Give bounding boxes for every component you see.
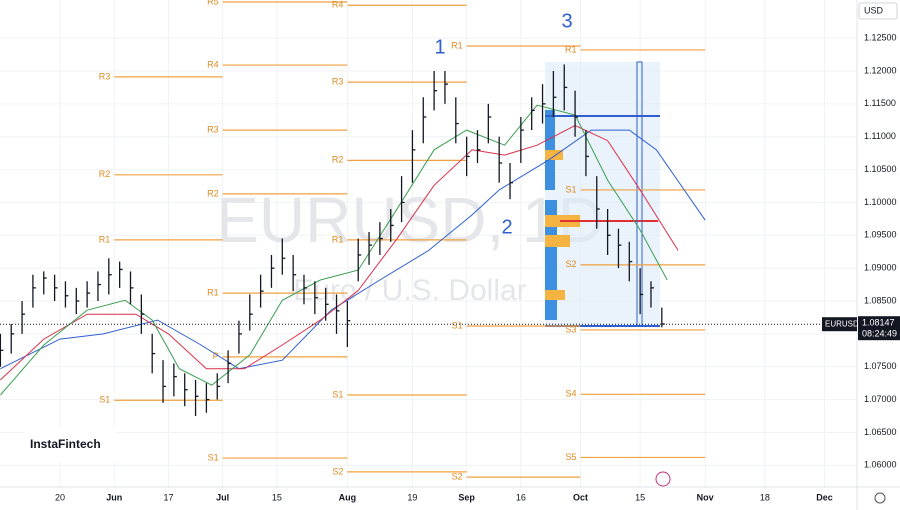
pivot-label: S2 bbox=[565, 259, 576, 269]
profile-bar bbox=[545, 290, 565, 300]
brand: InstaFintech bbox=[30, 437, 101, 451]
y-tick-label: 1.10000 bbox=[864, 197, 897, 207]
x-tick-label: Sep bbox=[458, 492, 475, 502]
x-tick-label: Jun bbox=[106, 492, 122, 502]
pivot-label: R4 bbox=[207, 59, 219, 69]
x-tick-label: Aug bbox=[339, 492, 357, 502]
profile-bar bbox=[545, 150, 563, 160]
pivot-label: S1 bbox=[99, 395, 110, 405]
x-tick-label: Dec bbox=[816, 492, 833, 502]
annotation: 2 bbox=[501, 216, 512, 238]
y-tick-label: 1.07000 bbox=[864, 394, 897, 404]
y-tick-label: 1.12500 bbox=[864, 32, 897, 42]
profile-bar bbox=[545, 235, 570, 247]
countdown: 08:24:49 bbox=[862, 329, 897, 339]
x-tick-label: 17 bbox=[163, 492, 173, 502]
y-tick-label: 1.09000 bbox=[864, 263, 897, 273]
pivot-label: R2 bbox=[99, 169, 111, 179]
annotation: 1 bbox=[434, 36, 445, 58]
y-tick-label: 1.11500 bbox=[864, 98, 896, 108]
y-tick-label: 1.12000 bbox=[864, 65, 897, 75]
volume-profile bbox=[545, 61, 660, 327]
x-tick-label: 20 bbox=[55, 492, 65, 502]
pivot-label: R4 bbox=[332, 0, 344, 10]
moving-average bbox=[0, 104, 668, 396]
pivot-label: R5 bbox=[207, 0, 219, 6]
y-tick-label: 1.10500 bbox=[864, 164, 897, 174]
y-tick-label: 1.07500 bbox=[864, 361, 897, 371]
grid bbox=[0, 0, 857, 487]
pivot-label: R2 bbox=[207, 188, 219, 198]
alert-icon[interactable] bbox=[655, 471, 671, 487]
pivot-label: S5 bbox=[565, 452, 576, 462]
x-tick-label: Nov bbox=[697, 492, 714, 502]
x-tick-label: 15 bbox=[272, 492, 282, 502]
pivot-label: S1 bbox=[208, 452, 219, 462]
pivot-label: R1 bbox=[99, 234, 111, 244]
annotation: 3 bbox=[561, 10, 572, 32]
y-tick-label: 1.11000 bbox=[864, 131, 896, 141]
y-tick-label: 1.09500 bbox=[864, 230, 897, 240]
x-tick-label: 18 bbox=[760, 492, 770, 502]
x-tick-label: 19 bbox=[407, 492, 417, 502]
pivot-label: S1 bbox=[452, 320, 463, 330]
brand-box bbox=[24, 428, 116, 462]
pivot-label: P bbox=[213, 351, 219, 361]
pivot-label: S2 bbox=[332, 466, 343, 476]
pivot-label: R3 bbox=[99, 71, 111, 81]
pivot-label: S1 bbox=[565, 184, 576, 194]
x-tick-label: 15 bbox=[635, 492, 645, 502]
x-tick-label: Oct bbox=[573, 492, 588, 502]
pivot-label: R1 bbox=[207, 287, 219, 297]
pivot-label: R3 bbox=[332, 77, 344, 87]
price-tag bbox=[858, 316, 900, 341]
pivot-label: S2 bbox=[452, 472, 463, 482]
pivot-label: S3 bbox=[565, 324, 576, 334]
symbol: EURUSD bbox=[825, 319, 859, 328]
pivot-label: R3 bbox=[207, 125, 219, 135]
settings-icon[interactable] bbox=[874, 492, 886, 504]
watermark-subtitle: Euro / U.S. Dollar bbox=[293, 274, 526, 307]
x-tick-label: Jul bbox=[216, 492, 229, 502]
pivot-label: R1 bbox=[565, 44, 577, 54]
plot: R3 R2 R1 S1 R5 R4 R3 R2 R1 P S1 R4 R3 R2 R1 S1 S2 R1 S1 S2 R… bbox=[0, 0, 706, 482]
y-tick-label: 1.06000 bbox=[864, 460, 897, 470]
currency-button[interactable] bbox=[858, 2, 898, 20]
last-price: 1.08147 bbox=[862, 318, 895, 328]
y-tick-label: 1.08500 bbox=[864, 295, 897, 305]
pivot-label: S4 bbox=[565, 389, 576, 399]
pivot-label: S1 bbox=[332, 389, 343, 399]
currency[interactable]: USD bbox=[864, 5, 884, 15]
pivot-label: R2 bbox=[332, 155, 344, 165]
y-tick-label: 1.06500 bbox=[864, 427, 897, 437]
pivot-label: R1 bbox=[332, 234, 344, 244]
moving-average bbox=[0, 129, 706, 370]
x-tick-label: 16 bbox=[516, 492, 526, 502]
symbol-tag bbox=[822, 317, 857, 332]
pivot-label: R1 bbox=[451, 40, 463, 50]
